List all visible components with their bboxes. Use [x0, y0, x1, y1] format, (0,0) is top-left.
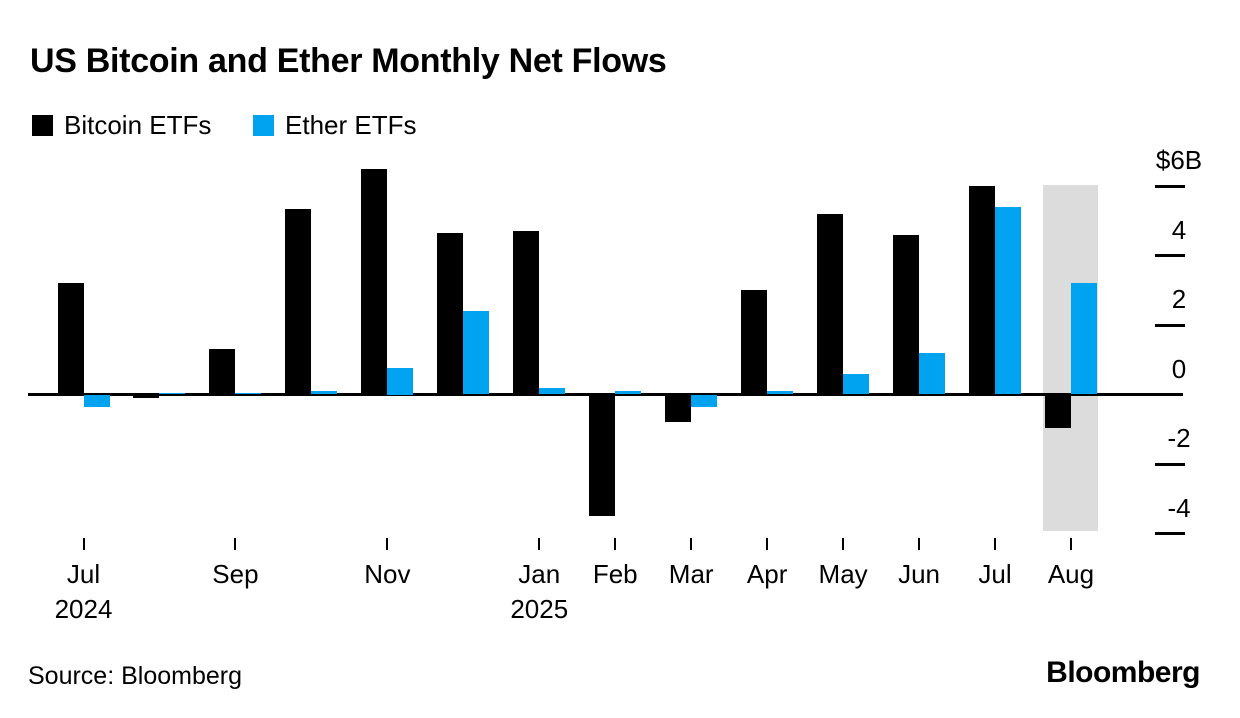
ether-legend-label: Ether ETFs: [285, 110, 417, 140]
bar-ether-etfs-aug-2024: [159, 392, 186, 395]
x-axis-label-nov: Nov: [364, 559, 411, 589]
x-tick-mark-sep: [234, 538, 237, 550]
bar-bitcoin-etfs-aug-2024: [133, 394, 160, 398]
bar-ether-etfs-jul-2025: [995, 206, 1022, 395]
bar-ether-etfs-aug-2025: [1070, 283, 1097, 395]
bar-bitcoin-etfs-oct-2024: [285, 208, 312, 395]
y-tick-mark-2: [1155, 323, 1185, 327]
x-axis-label-sep: Sep: [212, 559, 259, 589]
bar-ether-etfs-oct-2024: [311, 391, 338, 395]
bar-ether-etfs-jun-2025: [919, 352, 946, 395]
x-tick-mark-aug: [1069, 538, 1072, 550]
bar-bitcoin-etfs-dec-2024: [437, 232, 464, 395]
y-tick-mark--4: [1155, 532, 1185, 535]
bar-ether-etfs-dec-2024: [463, 311, 490, 395]
y-tick-mark--2: [1155, 462, 1185, 466]
x-axis-label-mar: Mar: [668, 559, 714, 589]
x-axis-label-apr: Apr: [746, 559, 788, 589]
bar-ether-etfs-may-2025: [843, 373, 870, 395]
x-axis-label-feb: Feb: [592, 559, 638, 589]
bar-ether-etfs-sep-2024: [235, 392, 262, 395]
x-axis-label-jun: Jun: [898, 559, 940, 589]
x-axis-year-label-2025: 2025: [510, 594, 569, 624]
x-axis-label-jan: Jan: [518, 559, 561, 589]
x-tick-mark-mar: [690, 538, 693, 550]
y-axis-label-4: 4: [1171, 214, 1187, 245]
x-tick-mark-may: [842, 538, 845, 550]
bitcoin-legend-swatch-icon: [32, 115, 53, 136]
bar-bitcoin-etfs-jul-2025: [969, 186, 996, 395]
bar-ether-etfs-apr-2025: [767, 391, 794, 395]
legend-item-bitcoin: Bitcoin ETFs: [32, 110, 211, 141]
bar-bitcoin-etfs-jan-2025: [513, 231, 540, 395]
bar-bitcoin-etfs-jul-2024: [57, 283, 84, 395]
bar-ether-etfs-jul-2024: [83, 394, 110, 407]
ether-legend-swatch-icon: [253, 115, 274, 136]
bar-bitcoin-etfs-may-2025: [817, 213, 844, 395]
y-axis-label-$6B: $6B: [1155, 145, 1203, 175]
bar-bitcoin-etfs-sep-2024: [209, 349, 236, 395]
bar-bitcoin-etfs-feb-2025: [589, 394, 616, 517]
bar-ether-etfs-nov-2024: [387, 368, 414, 395]
legend-item-ether: Ether ETFs: [253, 110, 416, 141]
y-tick-mark-4: [1155, 254, 1185, 257]
x-axis-label-aug: Aug: [1047, 559, 1095, 589]
x-tick-mark-jan: [538, 538, 541, 550]
bar-bitcoin-etfs-jun-2025: [893, 234, 920, 395]
y-axis-label--2: -2: [1167, 423, 1191, 453]
y-axis-label-2: 2: [1171, 284, 1187, 314]
chart-title: US Bitcoin and Ether Monthly Net Flows: [30, 42, 667, 80]
x-tick-mark-jul: [82, 538, 85, 550]
x-axis-year-label-2024: 2024: [54, 594, 113, 624]
x-tick-mark-feb: [614, 538, 617, 550]
bitcoin-legend-label: Bitcoin ETFs: [64, 110, 212, 140]
y-axis-label-0: 0: [1171, 353, 1187, 384]
bar-ether-etfs-mar-2025: [691, 394, 718, 407]
x-axis-label-may: May: [818, 559, 868, 589]
bloomberg-logo: Bloomberg: [1046, 656, 1200, 689]
x-tick-mark-jun: [918, 538, 921, 550]
x-tick-mark-jul: [994, 538, 997, 550]
x-axis-label-jul: Jul: [978, 559, 1012, 589]
x-tick-mark-apr: [766, 538, 769, 550]
y-axis-label--4: -4: [1167, 492, 1191, 523]
bar-bitcoin-etfs-aug-2025: [1044, 394, 1071, 428]
x-tick-mark-nov: [386, 538, 389, 550]
source-attribution: Source: Bloomberg: [28, 662, 243, 690]
bar-bitcoin-etfs-apr-2025: [741, 290, 768, 395]
bar-bitcoin-etfs-nov-2024: [361, 168, 388, 395]
bar-bitcoin-etfs-mar-2025: [665, 394, 692, 423]
bar-ether-etfs-feb-2025: [615, 391, 642, 395]
x-axis-label-jul: Jul: [66, 559, 101, 589]
y-tick-mark-$6B: [1155, 184, 1185, 188]
bar-ether-etfs-jan-2025: [539, 387, 566, 395]
